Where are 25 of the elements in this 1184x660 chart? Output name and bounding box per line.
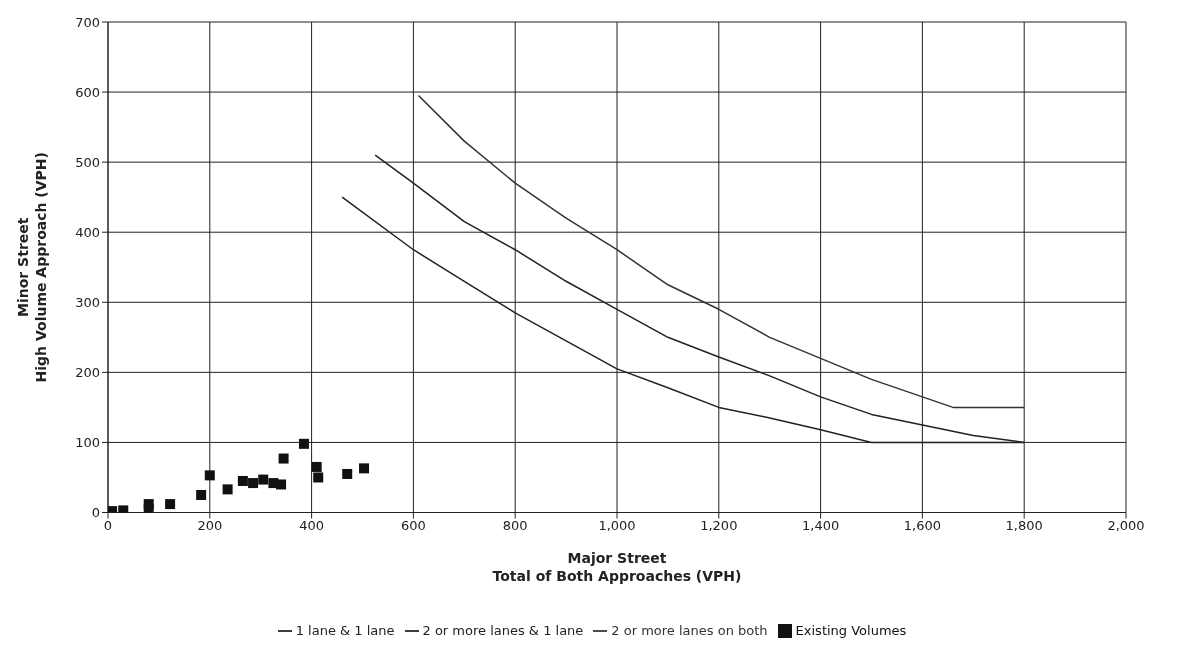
legend-label: 1 lane & 1 lane: [295, 622, 395, 638]
x-tick-label: 600: [400, 517, 426, 533]
x-tick-label: 1,600: [903, 517, 942, 533]
x-axis-title: Major Street Total of Both Approaches (VPH): [492, 549, 742, 584]
x-tick-label: 1,200: [700, 517, 738, 533]
legend-label: 2 or more lanes & 1 lane: [422, 622, 584, 638]
y-tick-label: 400: [75, 224, 100, 240]
legend-label: 2 or more lanes on both: [611, 622, 768, 638]
y-tick-label: 200: [75, 364, 100, 380]
y-tick-label: 500: [75, 154, 100, 170]
legend-label: Existing Volumes: [795, 622, 907, 638]
x-tick-label: 1,800: [1005, 517, 1043, 533]
y-tick-label: 600: [75, 84, 100, 100]
y-tick-label: 100: [75, 435, 100, 451]
x-tick-label: 2,000: [1107, 517, 1145, 533]
x-tick-label: 1,400: [801, 517, 840, 533]
y-tick-label: 300: [75, 294, 100, 310]
y-tick-label: 0: [91, 505, 100, 521]
x-tick-label: 800: [502, 517, 528, 533]
x-tick-label: 1,000: [598, 517, 636, 533]
x-tick-label: 0: [103, 517, 113, 533]
x-tick-label: 200: [197, 517, 223, 533]
y-axis-title: Minor Street High Volume Approach (VPH): [15, 152, 49, 383]
y-tick-label: 700: [75, 14, 100, 30]
x-tick-label: 400: [299, 517, 325, 533]
